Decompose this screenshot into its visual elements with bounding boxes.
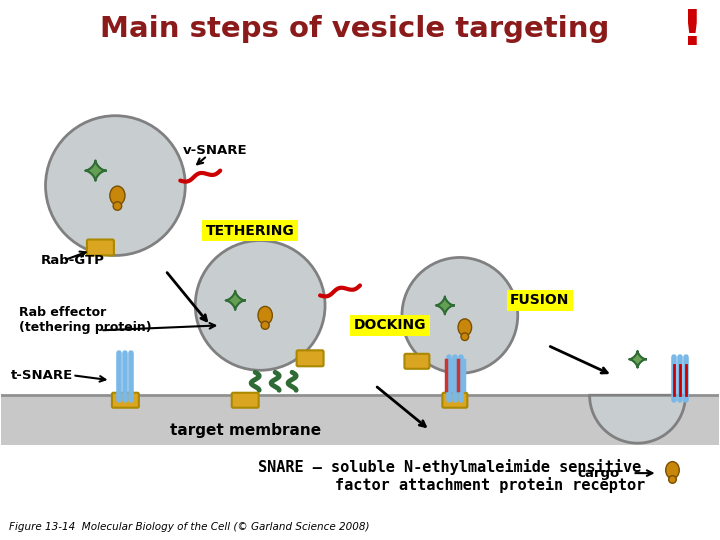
Ellipse shape [666, 462, 679, 478]
Text: Figure 13-14  Molecular Biology of the Cell (© Garland Science 2008): Figure 13-14 Molecular Biology of the Ce… [9, 522, 369, 532]
Text: FUSION: FUSION [510, 293, 570, 307]
Text: SNARE – soluble N-ethylmaleimide sensitive: SNARE – soluble N-ethylmaleimide sensiti… [258, 459, 642, 475]
Ellipse shape [461, 333, 469, 341]
Ellipse shape [458, 319, 472, 336]
FancyBboxPatch shape [232, 393, 258, 408]
Ellipse shape [669, 476, 676, 483]
Text: t-SNARE: t-SNARE [11, 369, 73, 382]
FancyBboxPatch shape [405, 354, 429, 369]
Text: target membrane: target membrane [170, 423, 320, 438]
Circle shape [45, 116, 185, 255]
Text: factor attachment protein receptor: factor attachment protein receptor [335, 477, 645, 493]
Ellipse shape [258, 306, 272, 325]
Circle shape [402, 258, 518, 373]
Polygon shape [85, 160, 106, 181]
FancyBboxPatch shape [442, 393, 467, 408]
Circle shape [195, 240, 325, 370]
Text: TETHERING: TETHERING [206, 224, 294, 238]
FancyBboxPatch shape [112, 393, 139, 408]
Text: Main steps of vesicle targeting: Main steps of vesicle targeting [100, 15, 610, 43]
Text: cargo: cargo [577, 467, 620, 480]
Text: !: ! [681, 7, 704, 55]
Ellipse shape [261, 321, 269, 329]
Text: v-SNARE: v-SNARE [183, 144, 248, 157]
Ellipse shape [113, 202, 122, 210]
Bar [1, 395, 719, 445]
Ellipse shape [110, 186, 125, 205]
Polygon shape [436, 296, 454, 314]
Polygon shape [590, 395, 685, 443]
Text: Rab-GTP: Rab-GTP [40, 254, 104, 267]
Polygon shape [629, 351, 646, 368]
FancyBboxPatch shape [297, 350, 323, 366]
Polygon shape [225, 291, 245, 310]
FancyBboxPatch shape [87, 240, 114, 255]
Text: Rab effector
(tethering protein): Rab effector (tethering protein) [19, 306, 151, 334]
Text: DOCKING: DOCKING [354, 319, 426, 332]
